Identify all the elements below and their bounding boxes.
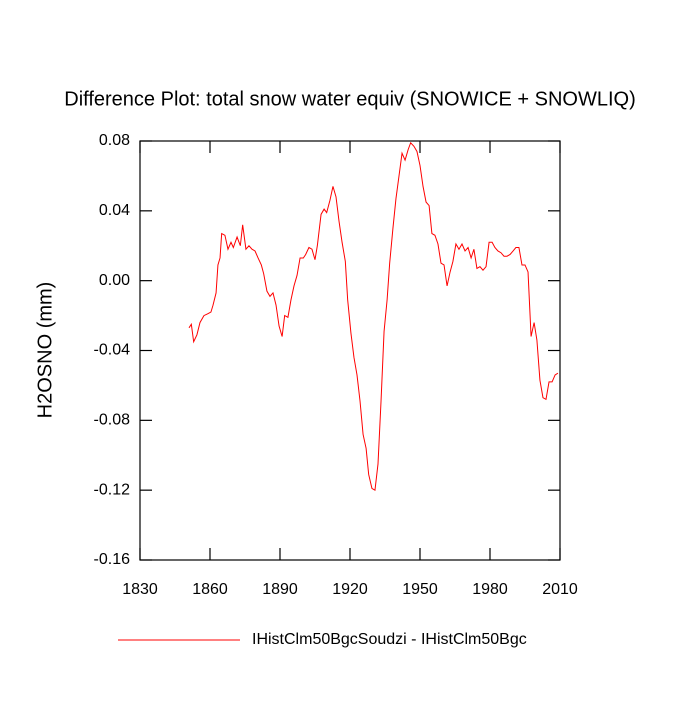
- x-tick-label: 1860: [192, 581, 228, 598]
- y-tick-label: 0.08: [99, 132, 130, 149]
- y-tick-label: -0.16: [94, 551, 131, 568]
- x-tick-label: 2010: [542, 581, 578, 598]
- y-tick-label: 0.00: [99, 272, 130, 289]
- chart-title: Difference Plot: total snow water equiv …: [64, 88, 635, 110]
- x-tick-label: 1920: [332, 581, 368, 598]
- y-tick-label: -0.08: [94, 412, 131, 429]
- y-tick-label: -0.04: [94, 342, 131, 359]
- data-line: [188, 141, 559, 491]
- y-tick-label: 0.04: [99, 202, 130, 219]
- y-axis-label: H2OSNO (mm): [34, 282, 56, 419]
- plot-frame: [139, 140, 561, 561]
- x-tick-label: 1980: [472, 581, 508, 598]
- legend-label: IHistClm50BgcSoudzi - IHistClm50Bgc: [252, 631, 527, 648]
- x-tick-label: 1890: [262, 581, 298, 598]
- x-tick-label: 1950: [402, 581, 438, 598]
- y-tick-label: -0.12: [94, 481, 131, 498]
- x-tick-label: 1830: [122, 581, 158, 598]
